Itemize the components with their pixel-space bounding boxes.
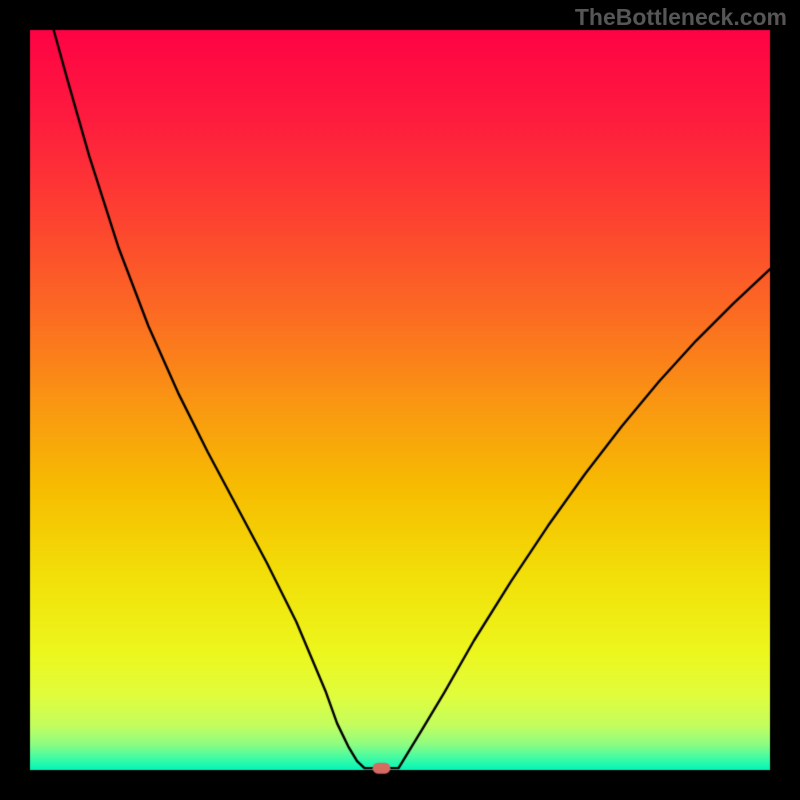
bottleneck-curve-chart <box>0 0 800 800</box>
chart-stage: TheBottleneck.com <box>0 0 800 800</box>
watermark-text: TheBottleneck.com <box>575 4 787 31</box>
